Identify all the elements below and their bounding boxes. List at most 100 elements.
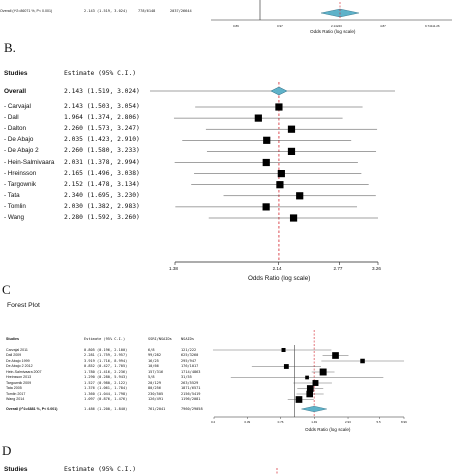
panel-b-tick-label: 3.26	[372, 266, 381, 271]
panel-b-point	[289, 214, 298, 222]
panel-c-study-ev1: 6/8	[148, 347, 155, 352]
panel-c-study-estimate: 0.852 (0.427, 1.705)	[84, 364, 128, 369]
panel-c-study-label: Wang 2014	[6, 397, 25, 402]
panel-c-study-estimate: 2.281 (1.759, 2.957)	[84, 353, 128, 358]
top-tick-3: 4.87	[380, 24, 386, 28]
panel-c-study-label: De Abajo 2 2012	[6, 364, 33, 369]
panel-b-study-label: - Hreinsson	[4, 169, 37, 177]
panel-c-study-label: Targownik 2009	[6, 380, 32, 385]
panel-c-study-label: Hreinsson 2013	[6, 375, 32, 380]
panel-b-study-estimate: 2.280 (1.592, 3.260)	[64, 214, 140, 221]
top-tick-2: 2.14243	[331, 24, 342, 28]
panel-c-letter: C	[2, 282, 11, 297]
panel-b-overall-estimate: 2.143 (1.519, 3.024)	[64, 88, 140, 95]
panel-c-point	[283, 364, 289, 369]
panel-b-study-estimate: 1.964 (1.374, 2.806)	[64, 114, 140, 122]
panel-b-study-estimate: 2.165 (1.496, 3.038)	[64, 169, 140, 177]
panel-c-study-estimate: 1.290 (0.280, 5.943)	[84, 375, 128, 380]
panel-c-study-ev2: 121/222	[181, 347, 197, 352]
top-forest-plot	[211, 0, 452, 21]
panel-c-study-label: De Abajo 1999	[6, 358, 30, 363]
panel-b-tick-label: 2.77	[333, 266, 343, 271]
panel-c-tick-label: 0.2	[211, 420, 216, 424]
panel-c-study-ev2: 31/55	[181, 375, 192, 380]
panel-b-study-estimate: 2.035 (1.423, 2.910)	[64, 136, 140, 144]
top-overall-events1: 778/6148	[138, 9, 156, 13]
panel-c-study-label: Hein-Salmivaara 2007	[6, 369, 42, 374]
panel-b-col-studies: Studies	[4, 70, 28, 77]
panel-c-point	[312, 380, 319, 386]
panel-b-study-estimate: 2.143 (1.503, 3.054)	[64, 103, 140, 110]
top-tick-4: 9.74111.26	[425, 24, 440, 28]
panel-b-study-estimate: 2.260 (1.580, 3.233)	[64, 147, 140, 155]
panel-c-study-ev2: 295/947	[181, 358, 197, 363]
top-tick-1: 0.97	[277, 24, 283, 28]
panel-b-study-estimate: 2.031 (1.378, 2.994)	[64, 158, 140, 166]
panel-c-study-ev1: 157/316	[148, 369, 164, 374]
panel-b-overall-diamond	[270, 86, 288, 96]
panel-c-overall-label: Overall (I^2=6881 %, P< 0.001)	[6, 407, 58, 411]
panel-c-study-ev1: 10/66	[148, 364, 159, 369]
panel-c-study-estimate: 0.805 (0.196, 2.100)	[84, 347, 128, 352]
panel-b-point	[276, 181, 284, 189]
panel-c-overall-estimate: 1.486 (1.200, 1.840)	[84, 407, 128, 411]
panel-c-col-estimate: Estimate (95% C.I.)	[84, 337, 126, 341]
panel-b-study-estimate: 2.340 (1.695, 3.230)	[64, 191, 140, 199]
panel-c-point	[360, 358, 365, 364]
panel-b-point	[287, 147, 296, 155]
panel-c-study-ev1: 20/129	[148, 380, 161, 385]
panel-b-letter: B.	[4, 40, 16, 55]
panel-c-col-ev2: NSAIDs	[181, 337, 194, 341]
panel-b-point	[254, 114, 262, 122]
panel-c-study-ev1: 230/505	[148, 391, 164, 396]
panel-c-xlabel: Odds Ratio (log scale)	[305, 427, 351, 432]
panel-c-study-ev2: 1871/6571	[181, 386, 201, 391]
panel-c-tick-label: 1.49	[311, 420, 318, 424]
panel-b-study-label: - Tomlin	[4, 202, 26, 210]
panel-c-col-studies: Studies	[6, 337, 19, 341]
panel-c-tick-label: 5.5	[376, 420, 381, 424]
panel-c-point	[306, 390, 314, 398]
panel-b-point	[275, 103, 283, 111]
panel-b-point	[296, 192, 304, 200]
panel-b-study-label: - Wang	[4, 214, 25, 221]
panel-c-study-label: Dall 2009	[6, 353, 22, 358]
panel-c-study-ev2: 625/3260	[181, 353, 199, 358]
panel-c-overall-ev2: 7960/29058	[181, 407, 203, 411]
panel-c-study-estimate: 1.360 (1.044, 1.798)	[84, 391, 128, 396]
panel-d-col-estimate: Estimate (95% C.I.)	[64, 466, 137, 473]
panel-c-study-ev1: 99/282	[148, 353, 161, 358]
panel-c-study-estimate: 1.527 (0.980, 2.122)	[84, 380, 128, 385]
top-overall-estimate: 2.143 (1.519, 3.024)	[84, 9, 128, 13]
panel-c-point	[306, 385, 314, 392]
panel-b-study-label: - Targownik	[4, 180, 37, 188]
panel-c-overall-ev1: 761/2041	[148, 407, 166, 411]
panel-c-study-estimate: 1.376 (1.061, 1.784)	[84, 386, 128, 391]
panel-b-tick-label: 1.38	[169, 266, 178, 271]
panel-b-study-label: - De Abajo 2	[4, 147, 39, 155]
panel-b-point	[263, 136, 271, 144]
top-overall-events2: 2037/26644	[170, 9, 192, 13]
panel-c-study-ev2: 1196/2081	[181, 397, 201, 402]
panel-d-col-studies: Studies	[4, 466, 28, 473]
panel-c-subtitle: Forest Plot	[7, 302, 40, 309]
panel-b-study-label: - Dalton	[4, 125, 27, 133]
panel-b-study-label: - Tata	[4, 191, 20, 199]
panel-c-tick-label: 0.76	[277, 420, 284, 424]
top-tick-0: 0.89	[233, 24, 239, 28]
panel-b-study-label: - Hein-Salmivaara	[4, 158, 55, 166]
panel-b-xlabel: Odds Ratio (log scale)	[248, 275, 311, 282]
panel-c-study-ev2: 176/1017	[181, 364, 199, 369]
panel-c-point	[305, 375, 309, 380]
panel-c-study-label: Tata 2005	[6, 386, 22, 391]
top-xlabel: Odds Ratio (log scale)	[310, 29, 356, 34]
panel-c-study-ev1: 80/256	[148, 386, 161, 391]
panel-c-study-estimate: 1.097 (0.876, 1.476)	[84, 397, 128, 402]
panel-d-letter: D	[2, 443, 12, 458]
panel-b-tick-label: 2.14	[272, 266, 282, 271]
panel-c-study-ev1: 126/491	[148, 397, 164, 402]
panel-c-point	[295, 396, 303, 403]
panel-b-point	[262, 158, 270, 167]
